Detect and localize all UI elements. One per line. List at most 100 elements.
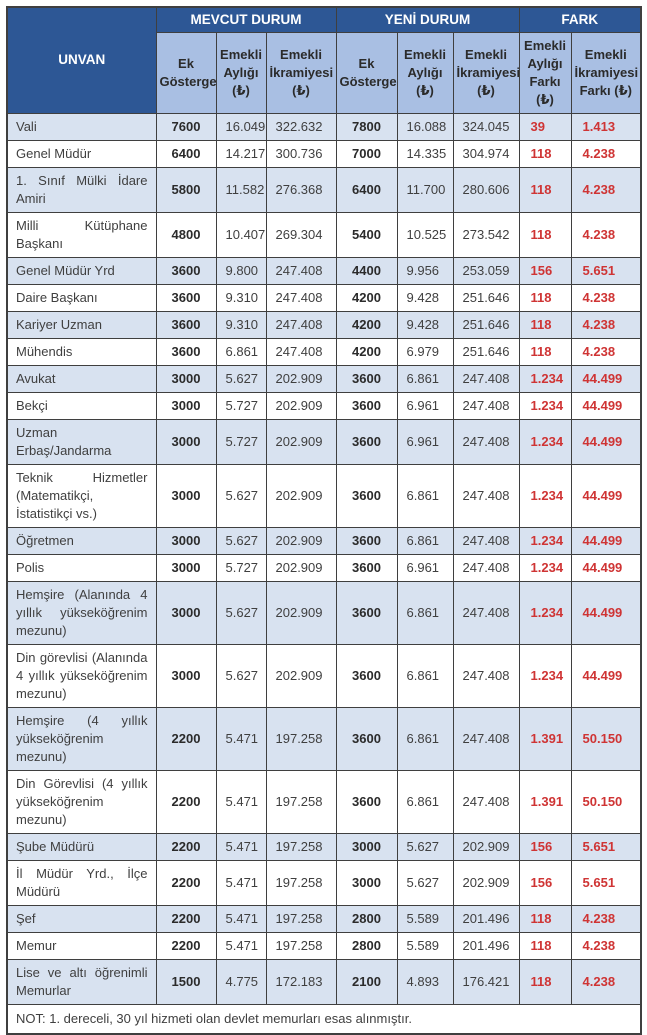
value-cell: 44.499 xyxy=(570,526,642,555)
value-cell: 2800 xyxy=(335,931,398,960)
table-row: Milli Kütüphane Başkanı 4800 10.407 269.304… xyxy=(6,211,642,258)
value-cell: 6.861 xyxy=(396,463,454,528)
value-cell: 6.861 xyxy=(396,364,454,393)
value-cell: 3600 xyxy=(335,769,398,834)
unvan-cell: Hemşire (4 yıllık yükseköğrenim mezunu) xyxy=(6,706,157,771)
value-cell: 3600 xyxy=(335,580,398,645)
value-cell: 7600 xyxy=(155,112,217,141)
value-cell: 5.727 xyxy=(215,391,267,420)
value-cell: 276.368 xyxy=(265,166,337,213)
table-row: Din Görevlisi (4 yıllık yükseköğrenim me… xyxy=(6,769,642,834)
value-cell: 197.258 xyxy=(265,832,337,861)
table-row: Memur 2200 5.471 197.258 2800 5.589 201.496 118… xyxy=(6,931,642,960)
value-cell: 247.408 xyxy=(452,580,520,645)
value-cell: 118 xyxy=(518,904,572,933)
value-cell: 1.234 xyxy=(518,553,572,582)
value-cell: 6.961 xyxy=(396,418,454,465)
table-row: Hemşire (Alanında 4 yıllık yükseköğrenim… xyxy=(6,580,642,645)
value-cell: 3600 xyxy=(335,418,398,465)
value-cell: 3000 xyxy=(155,553,217,582)
value-cell: 3600 xyxy=(335,391,398,420)
value-cell: 202.909 xyxy=(452,832,520,861)
value-cell: 197.258 xyxy=(265,706,337,771)
subheader-ek-gosterge-yeni: Ek Gösterge xyxy=(335,31,398,114)
value-cell: 5.471 xyxy=(215,931,267,960)
value-cell: 3000 xyxy=(155,418,217,465)
value-cell: 202.909 xyxy=(265,364,337,393)
unvan-cell: Din görevlisi (Alanında 4 yıllık yüksekö… xyxy=(6,643,157,708)
unvan-cell: Polis xyxy=(6,553,157,582)
value-cell: 5.627 xyxy=(215,643,267,708)
value-cell: 44.499 xyxy=(570,418,642,465)
value-cell: 251.646 xyxy=(452,283,520,312)
value-cell: 7800 xyxy=(335,112,398,141)
value-cell: 3600 xyxy=(335,364,398,393)
group-header-yeni-durum: YENİ DURUM xyxy=(335,6,520,33)
unvan-cell: Lise ve altı öğrenimli Memurlar xyxy=(6,958,157,1005)
value-cell: 5.627 xyxy=(215,463,267,528)
value-cell: 6.979 xyxy=(396,337,454,366)
value-cell: 5.471 xyxy=(215,769,267,834)
value-cell: 3600 xyxy=(155,283,217,312)
value-cell: 197.258 xyxy=(265,769,337,834)
value-cell: 1.234 xyxy=(518,463,572,528)
value-cell: 4200 xyxy=(335,337,398,366)
table-footer: NOT: 1. dereceli, 30 yıl hizmeti olan de… xyxy=(6,1003,642,1034)
table-row: Şube Müdürü 2200 5.471 197.258 3000 5.627 202.… xyxy=(6,832,642,861)
value-cell: 5.651 xyxy=(570,256,642,285)
value-cell: 5.589 xyxy=(396,904,454,933)
value-cell: 6.861 xyxy=(396,643,454,708)
unvan-cell: Teknik Hizmetler (Matematikçi, İstatisti… xyxy=(6,463,157,528)
value-cell: 5.727 xyxy=(215,418,267,465)
value-cell: 247.408 xyxy=(452,769,520,834)
value-cell: 4400 xyxy=(335,256,398,285)
subheader-ek-gosterge-mevcut: Ek Gösterge xyxy=(155,31,217,114)
value-cell: 1.234 xyxy=(518,643,572,708)
value-cell: 1.234 xyxy=(518,526,572,555)
value-cell: 247.408 xyxy=(265,283,337,312)
unvan-cell: Kariyer Uzman xyxy=(6,310,157,339)
value-cell: 4.238 xyxy=(570,337,642,366)
unvan-cell: Şef xyxy=(6,904,157,933)
value-cell: 156 xyxy=(518,256,572,285)
value-cell: 5.627 xyxy=(396,832,454,861)
value-cell: 247.408 xyxy=(265,256,337,285)
value-cell: 197.258 xyxy=(265,859,337,906)
unvan-cell: 1. Sınıf Mülki İdare Amiri xyxy=(6,166,157,213)
note-row: NOT: 1. dereceli, 30 yıl hizmeti olan de… xyxy=(6,1003,642,1034)
value-cell: 44.499 xyxy=(570,553,642,582)
value-cell: 16.088 xyxy=(396,112,454,141)
value-cell: 3600 xyxy=(155,310,217,339)
value-cell: 4.238 xyxy=(570,166,642,213)
value-cell: 4200 xyxy=(335,310,398,339)
value-cell: 1.234 xyxy=(518,580,572,645)
unvan-header: UNVAN xyxy=(6,6,157,114)
table-row: Polis 3000 5.727 202.909 3600 6.961 247.408 1.2… xyxy=(6,553,642,582)
value-cell: 3600 xyxy=(335,553,398,582)
value-cell: 118 xyxy=(518,310,572,339)
unvan-cell: Öğretmen xyxy=(6,526,157,555)
value-cell: 6.961 xyxy=(396,553,454,582)
table-row: Avukat 3000 5.627 202.909 3600 6.861 247.408 1.… xyxy=(6,364,642,393)
value-cell: 4.775 xyxy=(215,958,267,1005)
value-cell: 247.408 xyxy=(452,418,520,465)
value-cell: 6.861 xyxy=(396,769,454,834)
unvan-cell: Daire Başkanı xyxy=(6,283,157,312)
value-cell: 50.150 xyxy=(570,706,642,771)
value-cell: 280.606 xyxy=(452,166,520,213)
unvan-cell: Uzman Erbaş/Jandarma xyxy=(6,418,157,465)
value-cell: 118 xyxy=(518,211,572,258)
value-cell: 3000 xyxy=(155,364,217,393)
value-cell: 2200 xyxy=(155,931,217,960)
table-row: Mühendis 3600 6.861 247.408 4200 6.979 251.646… xyxy=(6,337,642,366)
table-row: Daire Başkanı 3600 9.310 247.408 4200 9.428 25… xyxy=(6,283,642,312)
subheader-emekli-ikramiyesi-farki: Emekli İkramiyesi Farkı (₺) xyxy=(570,31,642,114)
value-cell: 5.589 xyxy=(396,931,454,960)
value-cell: 5.651 xyxy=(570,832,642,861)
value-cell: 202.909 xyxy=(265,526,337,555)
value-cell: 14.335 xyxy=(396,139,454,168)
value-cell: 118 xyxy=(518,283,572,312)
subheader-emekli-ayligi-mevcut: Emekli Aylığı (₺) xyxy=(215,31,267,114)
value-cell: 247.408 xyxy=(452,643,520,708)
value-cell: 6.861 xyxy=(396,706,454,771)
